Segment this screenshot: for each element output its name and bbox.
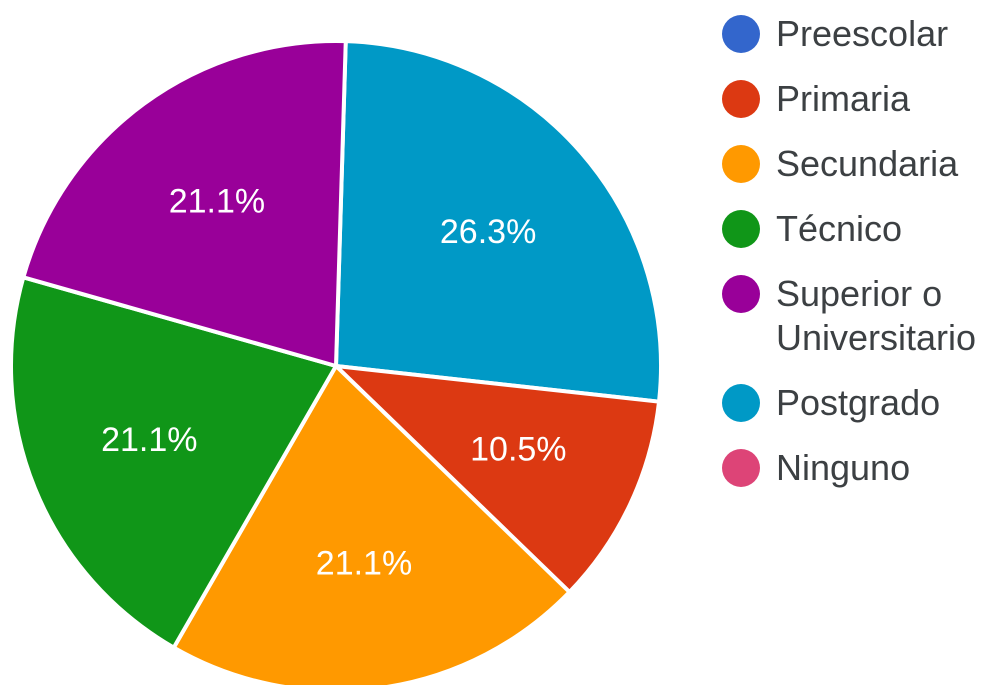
- legend-swatch-ninguno: [722, 449, 760, 487]
- legend-label-ninguno: Ninguno: [776, 447, 911, 488]
- pie-label-superior-o-universitario: 21.1%: [169, 182, 265, 220]
- legend-swatch-tecnico: [722, 210, 760, 248]
- pie-slice-postgrado: [334, 39, 663, 404]
- pie-label-postgrado: 26.3%: [440, 213, 536, 251]
- pie-label-tecnico: 21.1%: [101, 421, 197, 459]
- pie-slice-primaria: [334, 364, 662, 595]
- legend-item-preescolar: Preescolar: [722, 12, 994, 56]
- pie-label-secundaria: 21.1%: [316, 545, 412, 583]
- pie-slices: [8, 39, 663, 685]
- legend-item-ninguno: Ninguno: [722, 446, 994, 490]
- legend-label-postgrado: Postgrado: [776, 382, 941, 423]
- legend-item-secundaria: Secundaria: [722, 142, 994, 186]
- legend-item-postgrado: Postgrado: [722, 381, 994, 425]
- pie-slice-tecnico: [8, 275, 338, 650]
- legend-swatch-secundaria: [722, 145, 760, 183]
- pie-label-primaria: 10.5%: [470, 431, 566, 469]
- legend-item-tecnico: Técnico: [722, 207, 994, 251]
- legend-swatch-preescolar: [722, 15, 760, 53]
- pie-labels: 26.3% 10.5% 21.1% 21.1% 21.1%: [101, 182, 566, 582]
- legend-label-preescolar: Preescolar: [776, 13, 949, 54]
- pie-slice-secundaria: [171, 364, 572, 685]
- pie-slice-superior-o-universitario: [21, 39, 348, 368]
- legend-label-primaria: Primaria: [776, 78, 911, 119]
- legend-label-secundaria: Secundaria: [776, 143, 959, 184]
- legend-label-superior-o-universitario: Superior o Universitario: [776, 273, 977, 358]
- legend-swatch-primaria: [722, 80, 760, 118]
- legend: Preescolar Primaria Secundaria Técnico Super…: [722, 12, 994, 511]
- legend-item-primaria: Primaria: [722, 77, 994, 121]
- legend-label-tecnico: Técnico: [776, 208, 903, 249]
- legend-swatch-superior-o-universitario: [722, 275, 760, 313]
- legend-swatch-postgrado: [722, 384, 760, 422]
- legend-item-superior-o-universitario: Superior o Universitario: [722, 272, 994, 360]
